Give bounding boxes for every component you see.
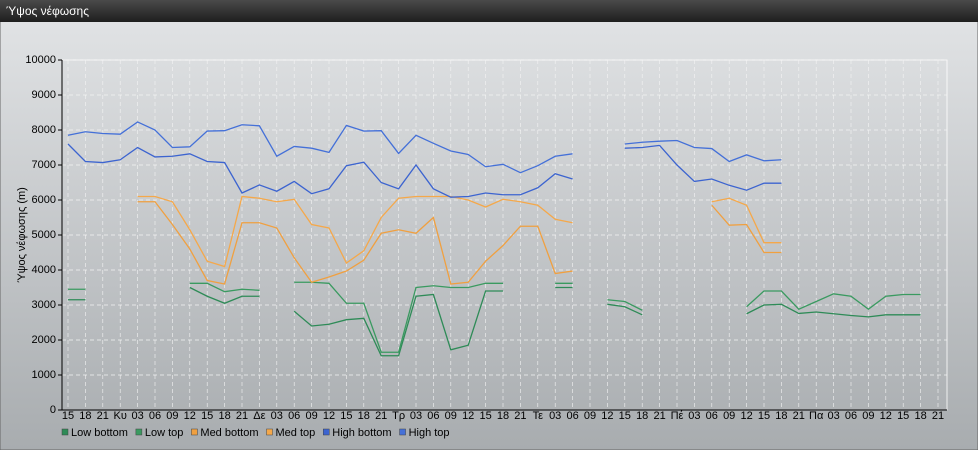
legend-swatch [399, 428, 406, 436]
x-tick-label: 15 [897, 410, 909, 422]
x-tick-label: 21 [375, 410, 387, 422]
legend-label: High top [409, 427, 450, 439]
x-tick-label: 09 [166, 410, 178, 422]
x-tick-label: 06 [427, 410, 439, 422]
x-tick-label: 06 [706, 410, 718, 422]
x-tick-label: 12 [880, 410, 892, 422]
x-tick-label: 06 [845, 410, 857, 422]
x-tick-label: 06 [149, 410, 161, 422]
x-tick-label: 03 [271, 410, 283, 422]
x-tick-label: 06 [288, 410, 300, 422]
x-tick-label: Τε [533, 410, 544, 422]
x-tick-label: 03 [410, 410, 422, 422]
legend-swatch [135, 428, 143, 436]
legend-swatch [266, 428, 273, 436]
x-tick-label: 21 [514, 410, 526, 422]
x-tick-label: 18 [79, 410, 91, 422]
legend-label: Med bottom [200, 427, 258, 439]
chart-title: Ύψος νέφωσης [6, 4, 89, 18]
x-tick-label: 03 [688, 410, 700, 422]
y-tick-label: 7000 [32, 159, 56, 171]
x-tick-label: 09 [584, 410, 596, 422]
x-tick-label: Κυ [114, 410, 127, 422]
series-line [67, 143, 782, 198]
x-tick-label: 18 [636, 410, 648, 422]
x-tick-label: 12 [184, 410, 196, 422]
x-tick-label: Πα [809, 410, 824, 422]
x-tick-label: 18 [914, 410, 926, 422]
x-tick-label: 12 [601, 410, 613, 422]
x-tick-label: 15 [62, 410, 74, 422]
x-tick-label: 21 [236, 410, 248, 422]
x-tick-label: 09 [723, 410, 735, 422]
y-tick-label: 1000 [32, 369, 56, 381]
y-tick-label: 9000 [32, 89, 56, 101]
x-tick-label: 21 [793, 410, 805, 422]
series-line [137, 201, 782, 285]
x-tick-label: 15 [340, 410, 352, 422]
title-bar [0, 0, 978, 22]
x-tick-label: 15 [758, 410, 770, 422]
series-line [68, 281, 921, 353]
x-tick-label: Τρ [392, 410, 405, 422]
series-line [137, 195, 782, 268]
x-tick-label: 09 [305, 410, 317, 422]
legend-label: Low top [145, 427, 184, 439]
x-tick-label: 18 [775, 410, 787, 422]
legend-swatch [61, 428, 69, 436]
y-tick-label: 2000 [32, 334, 56, 346]
y-tick-label: 5000 [32, 229, 56, 241]
series-line [68, 286, 921, 357]
x-tick-label: Δε [253, 410, 265, 422]
x-tick-label: 18 [497, 410, 509, 422]
x-tick-label: 18 [218, 410, 230, 422]
x-tick-label: 12 [462, 410, 474, 422]
y-tick-label: 10000 [25, 54, 56, 66]
x-tick-label: 15 [201, 410, 213, 422]
x-tick-label: 18 [358, 410, 370, 422]
y-axis-label: Ύψος νέφωσης (m) [16, 187, 28, 283]
x-tick-label: 09 [445, 410, 457, 422]
x-tick-label: 21 [932, 410, 944, 422]
legend-label: High bottom [332, 427, 391, 439]
y-tick-label: 3000 [32, 299, 56, 311]
legend-swatch [323, 428, 330, 436]
y-tick-label: 0 [50, 404, 56, 416]
legend-label: Med top [276, 427, 316, 439]
y-tick-label: 4000 [32, 264, 56, 276]
x-tick-label: 12 [740, 410, 752, 422]
x-tick-label: 06 [566, 410, 578, 422]
x-tick-label: 12 [323, 410, 335, 422]
x-tick-label: 21 [97, 410, 109, 422]
legend-label: Low bottom [71, 427, 128, 439]
y-tick-label: 6000 [32, 194, 56, 206]
x-tick-label: Πέ [671, 410, 684, 422]
series-line [67, 121, 782, 174]
x-tick-label: 03 [131, 410, 143, 422]
x-tick-label: 03 [549, 410, 561, 422]
x-tick-label: 15 [619, 410, 631, 422]
x-tick-label: 09 [862, 410, 874, 422]
y-tick-label: 8000 [32, 124, 56, 136]
x-tick-label: 15 [479, 410, 491, 422]
legend-swatch [191, 428, 198, 436]
x-tick-label: 03 [827, 410, 839, 422]
x-tick-label: 21 [653, 410, 665, 422]
